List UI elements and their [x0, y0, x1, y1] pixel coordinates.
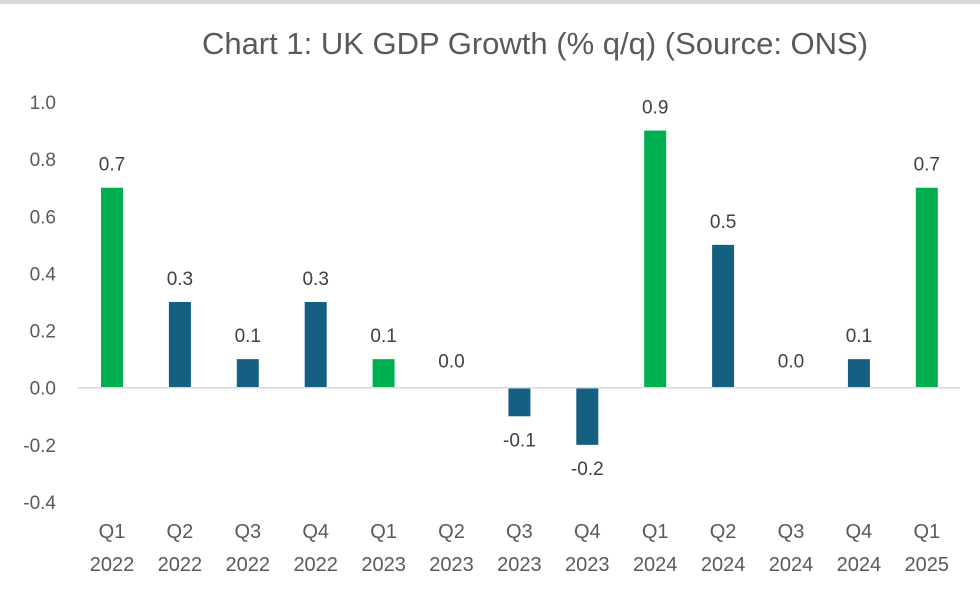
- x-tick-quarter: Q1: [370, 521, 397, 543]
- data-label: -0.1: [503, 430, 536, 451]
- y-axis-ticks: 1.0 0.8 0.6 0.4 0.2 0.0 -0.2 -0.4: [23, 93, 56, 514]
- x-tick-year: 2023: [361, 554, 406, 576]
- x-tick-year: 2025: [905, 554, 950, 576]
- x-tick-quarter: Q3: [778, 521, 805, 543]
- data-label: 0.7: [914, 155, 940, 176]
- data-label: 0.9: [642, 98, 668, 119]
- data-label: 0.0: [438, 352, 464, 373]
- bar: [847, 359, 870, 388]
- data-label: 0.3: [302, 269, 328, 290]
- chart-title: Chart 1: UK GDP Growth (% q/q) (Source: …: [201, 26, 869, 61]
- x-tick-year: 2023: [429, 554, 474, 576]
- bars: [101, 130, 938, 445]
- data-label: 0.0: [778, 352, 804, 373]
- x-tick-quarter: Q3: [506, 521, 533, 543]
- x-tick-year: 2022: [226, 554, 271, 576]
- data-label: 0.1: [370, 326, 396, 347]
- bar: [372, 359, 395, 388]
- y-tick-label: -0.4: [23, 493, 56, 514]
- x-tick-quarter: Q3: [234, 521, 261, 543]
- bar: [576, 387, 599, 445]
- x-tick-quarter: Q2: [710, 521, 737, 543]
- x-tick-year: 2022: [158, 554, 203, 576]
- bar: [168, 302, 191, 388]
- x-tick-quarter: Q4: [302, 521, 329, 543]
- data-label: -0.2: [571, 459, 604, 480]
- bar: [508, 387, 531, 417]
- bar: [644, 130, 667, 388]
- y-tick-label: 0.2: [30, 322, 56, 343]
- x-tick-quarter: Q2: [167, 521, 194, 543]
- x-tick-year: 2022: [90, 554, 135, 576]
- y-tick-label: 0.0: [30, 379, 56, 400]
- y-tick-label: 0.6: [30, 207, 56, 228]
- x-tick-year: 2024: [837, 554, 882, 576]
- data-label: 0.3: [167, 269, 193, 290]
- bar: [915, 187, 938, 388]
- x-tick-year: 2024: [701, 554, 746, 576]
- bar: [712, 244, 735, 388]
- bar: [101, 187, 123, 388]
- top-border: [0, 0, 980, 4]
- y-tick-label: 1.0: [30, 93, 56, 114]
- x-tick-quarter: Q2: [438, 521, 465, 543]
- data-label: 0.1: [235, 326, 261, 347]
- x-tick-year: 2023: [565, 554, 610, 576]
- data-label: 0.5: [710, 212, 736, 233]
- bar: [304, 302, 327, 388]
- x-tick-year: 2024: [769, 554, 814, 576]
- x-axis-ticks: Q1 2022 Q2 2022 Q3 2022 Q4 2022 Q1 2023 Q2 2023 Q3 20…: [90, 521, 949, 576]
- x-tick-quarter: Q4: [846, 521, 873, 543]
- data-label: 0.7: [99, 155, 125, 176]
- x-tick-year: 2022: [293, 554, 338, 576]
- bar: [236, 359, 259, 388]
- x-tick-quarter: Q4: [574, 521, 601, 543]
- y-tick-label: 0.4: [30, 264, 57, 285]
- data-label: 0.1: [846, 326, 872, 347]
- y-tick-label: 0.8: [30, 150, 56, 171]
- x-tick-quarter: Q1: [99, 521, 126, 543]
- x-tick-quarter: Q1: [913, 521, 940, 543]
- y-tick-label: -0.2: [23, 436, 56, 457]
- x-tick-year: 2024: [633, 554, 678, 576]
- x-tick-quarter: Q1: [642, 521, 669, 543]
- data-labels: 0.7 0.3 0.1 0.3 0.1 0.0 -0.1 -0.2 0.9 0.5 0.0 0.1 0.…: [99, 98, 940, 480]
- x-tick-year: 2023: [497, 554, 542, 576]
